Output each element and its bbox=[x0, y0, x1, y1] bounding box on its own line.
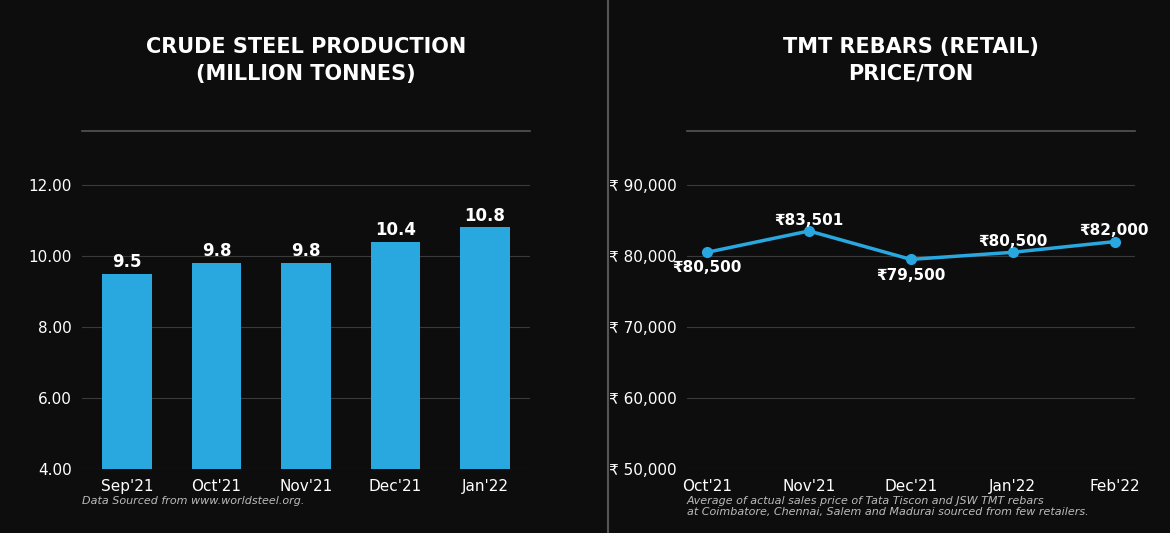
Text: CRUDE STEEL PRODUCTION
(MILLION TONNES): CRUDE STEEL PRODUCTION (MILLION TONNES) bbox=[146, 37, 466, 84]
Bar bbox=[192, 263, 241, 533]
Text: 9.5: 9.5 bbox=[112, 253, 142, 271]
Text: TMT REBARS (RETAIL)
PRICE/TON: TMT REBARS (RETAIL) PRICE/TON bbox=[783, 37, 1039, 84]
Text: Average of actual sales price of Tata Tiscon and JSW TMT rebars
at Coimbatore, C: Average of actual sales price of Tata Ti… bbox=[687, 496, 1088, 518]
Text: 10.4: 10.4 bbox=[374, 221, 417, 239]
Text: 10.8: 10.8 bbox=[464, 207, 505, 225]
Bar bbox=[102, 273, 151, 533]
Bar bbox=[460, 228, 510, 533]
Text: ₹80,500: ₹80,500 bbox=[673, 261, 742, 276]
Text: 9.8: 9.8 bbox=[201, 243, 232, 261]
Bar bbox=[371, 241, 420, 533]
Text: ₹80,500: ₹80,500 bbox=[978, 234, 1047, 249]
Bar bbox=[281, 263, 331, 533]
Text: ₹82,000: ₹82,000 bbox=[1080, 223, 1149, 238]
Text: ₹79,500: ₹79,500 bbox=[876, 268, 945, 282]
Text: Data Sourced from www.worldsteel.org.: Data Sourced from www.worldsteel.org. bbox=[82, 496, 304, 506]
Text: 9.8: 9.8 bbox=[291, 243, 321, 261]
Text: ₹83,501: ₹83,501 bbox=[775, 213, 844, 228]
